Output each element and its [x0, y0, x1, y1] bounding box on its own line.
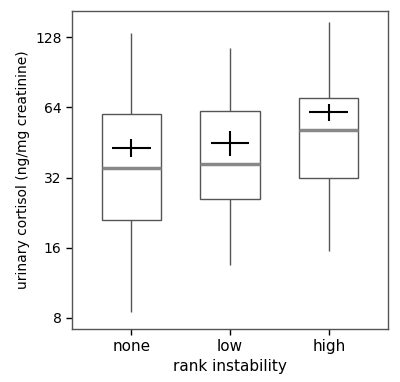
X-axis label: rank instability: rank instability	[173, 359, 287, 374]
Bar	[102, 114, 161, 220]
Bar	[299, 98, 358, 178]
Bar	[200, 110, 260, 199]
Y-axis label: urinary cortisol (ng/mg creatinine): urinary cortisol (ng/mg creatinine)	[16, 51, 30, 289]
